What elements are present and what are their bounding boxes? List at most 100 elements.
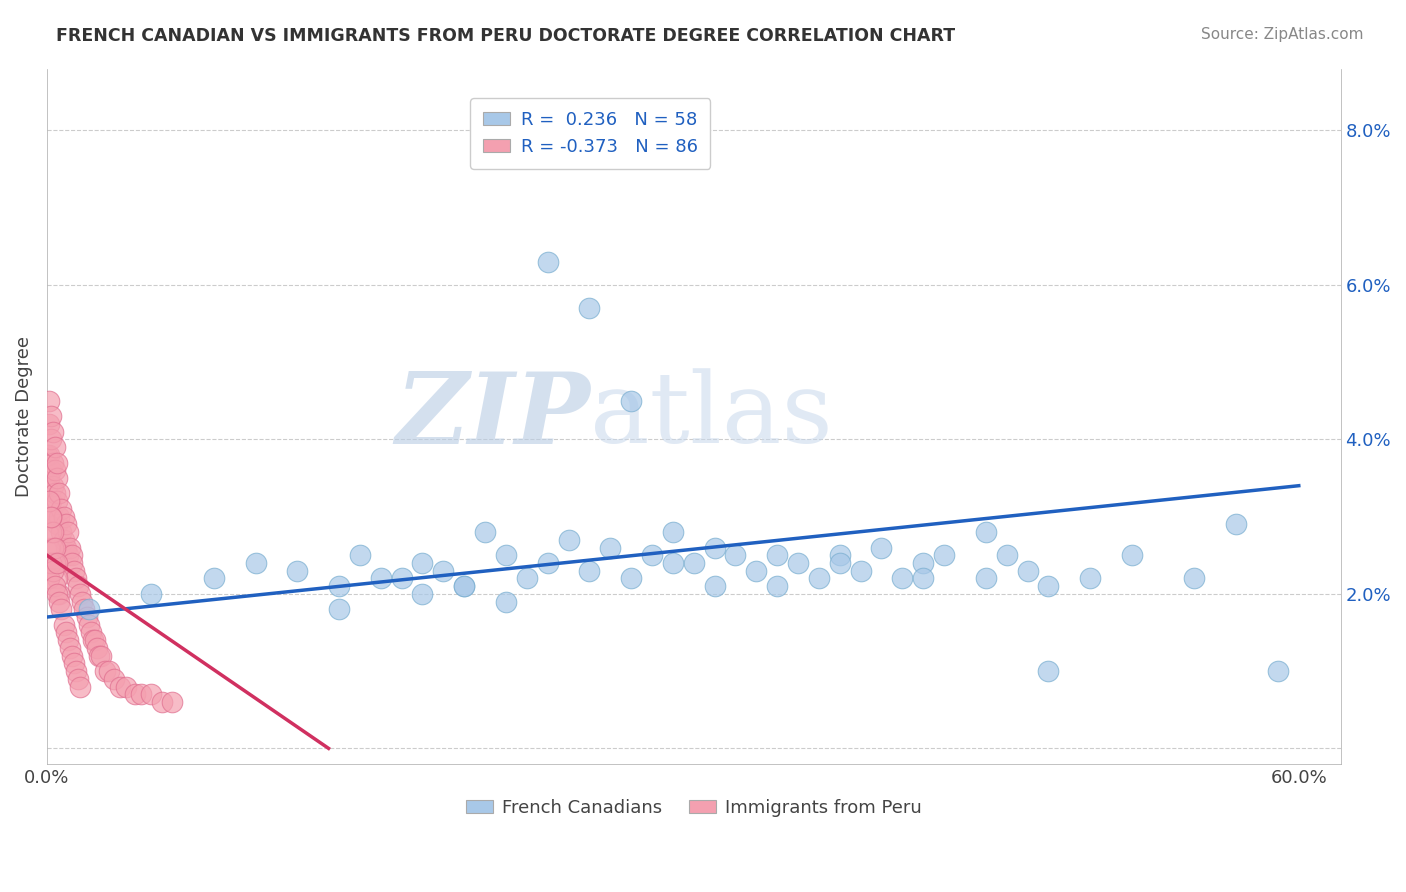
Point	[703, 579, 725, 593]
Point	[38, 393, 60, 408]
Point	[52, 509, 75, 524]
Point	[1184, 571, 1206, 585]
Point	[46, 456, 69, 470]
Point	[620, 571, 643, 585]
Point	[129, 687, 152, 701]
Point	[35, 448, 58, 462]
Point	[160, 695, 183, 709]
Point	[60, 556, 83, 570]
Point	[849, 564, 872, 578]
Point	[65, 571, 87, 585]
Point	[1225, 517, 1247, 532]
Point	[103, 672, 125, 686]
Point	[51, 501, 73, 516]
Point	[42, 509, 65, 524]
Point	[328, 602, 350, 616]
Point	[44, 486, 66, 500]
Point	[411, 587, 433, 601]
Point	[766, 579, 789, 593]
Point	[42, 524, 65, 539]
Point	[995, 548, 1018, 562]
Point	[39, 509, 62, 524]
Point	[42, 541, 65, 555]
Point	[46, 494, 69, 508]
Point	[724, 548, 747, 562]
Point	[56, 548, 79, 562]
Point	[38, 571, 60, 585]
Point	[59, 541, 82, 555]
Text: Source: ZipAtlas.com: Source: ZipAtlas.com	[1201, 27, 1364, 42]
Point	[82, 633, 104, 648]
Point	[432, 564, 454, 578]
Point	[55, 517, 77, 532]
Point	[557, 533, 579, 547]
Point	[77, 602, 100, 616]
Point	[641, 548, 664, 562]
Point	[115, 680, 138, 694]
Point	[202, 571, 225, 585]
Point	[745, 564, 768, 578]
Point	[974, 524, 997, 539]
Point	[870, 541, 893, 555]
Legend: French Canadians, Immigrants from Peru: French Canadians, Immigrants from Peru	[458, 792, 929, 824]
Point	[245, 556, 267, 570]
Point	[662, 524, 685, 539]
Point	[141, 687, 163, 701]
Point	[87, 648, 110, 663]
Point	[52, 617, 75, 632]
Point	[44, 556, 66, 570]
Point	[44, 463, 66, 477]
Point	[453, 579, 475, 593]
Point	[787, 556, 810, 570]
Point	[328, 579, 350, 593]
Point	[516, 571, 538, 585]
Point	[76, 610, 98, 624]
Point	[828, 548, 851, 562]
Point	[141, 587, 163, 601]
Point	[620, 393, 643, 408]
Point	[39, 524, 62, 539]
Point	[38, 471, 60, 485]
Text: ZIP: ZIP	[395, 368, 591, 465]
Point	[42, 456, 65, 470]
Point	[828, 556, 851, 570]
Point	[1121, 548, 1143, 562]
Point	[38, 494, 60, 508]
Point	[1038, 664, 1060, 678]
Point	[495, 594, 517, 608]
Point	[912, 571, 935, 585]
Point	[39, 494, 62, 508]
Point	[59, 640, 82, 655]
Point	[46, 556, 69, 570]
Text: FRENCH CANADIAN VS IMMIGRANTS FROM PERU DOCTORATE DEGREE CORRELATION CHART: FRENCH CANADIAN VS IMMIGRANTS FROM PERU …	[56, 27, 955, 45]
Point	[44, 579, 66, 593]
Point	[537, 254, 560, 268]
Point	[44, 440, 66, 454]
Point	[77, 617, 100, 632]
Point	[69, 587, 91, 601]
Point	[578, 301, 600, 315]
Point	[766, 548, 789, 562]
Point	[411, 556, 433, 570]
Point	[932, 548, 955, 562]
Point	[63, 657, 86, 671]
Point	[51, 602, 73, 616]
Point	[69, 680, 91, 694]
Point	[48, 594, 70, 608]
Point	[46, 471, 69, 485]
Point	[48, 486, 70, 500]
Point	[912, 556, 935, 570]
Point	[38, 448, 60, 462]
Point	[72, 594, 94, 608]
Point	[52, 533, 75, 547]
Point	[80, 625, 103, 640]
Point	[90, 648, 112, 663]
Point	[55, 541, 77, 555]
Point	[94, 664, 117, 678]
Point	[974, 571, 997, 585]
Point	[108, 680, 131, 694]
Point	[67, 672, 90, 686]
Point	[86, 640, 108, 655]
Point	[1267, 664, 1289, 678]
Point	[807, 571, 830, 585]
